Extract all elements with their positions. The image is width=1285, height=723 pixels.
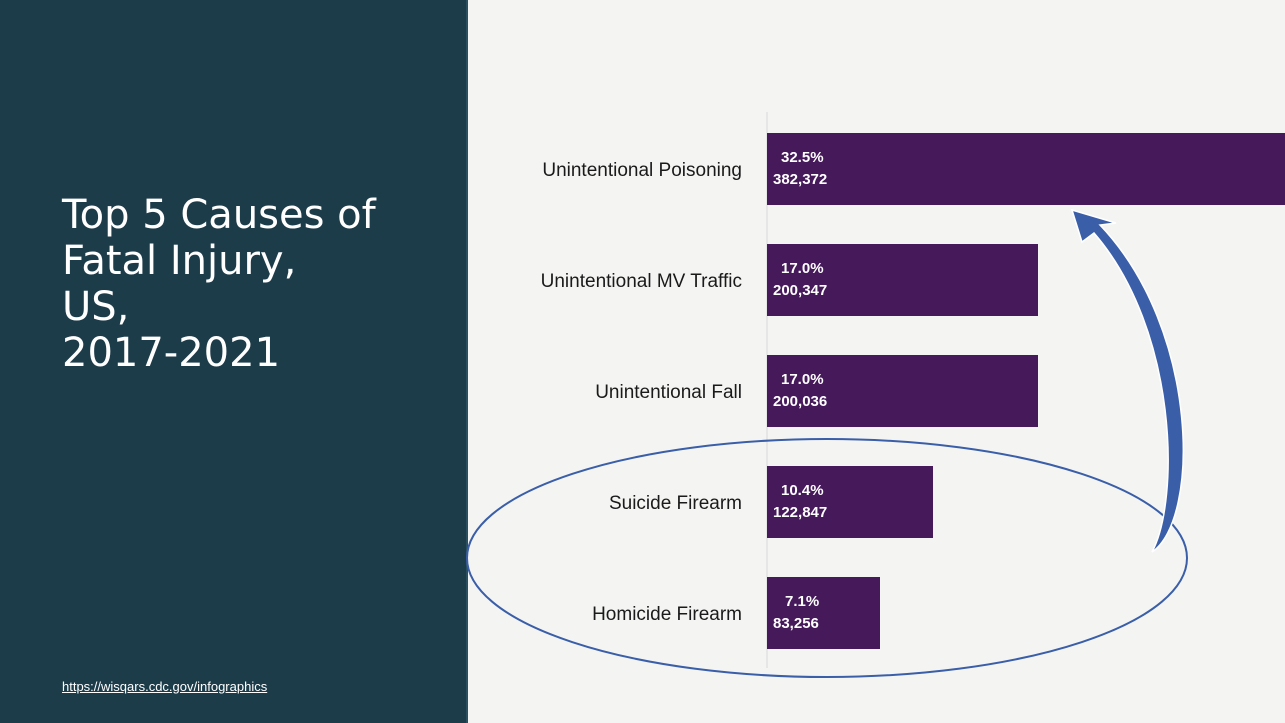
slide-title: Top 5 Causes of Fatal Injury, US, 2017-2… — [62, 192, 376, 376]
percent-label: 17.0% — [781, 260, 824, 277]
percent-label: 32.5% — [781, 149, 824, 166]
title-panel: Top 5 Causes of Fatal Injury, US, 2017-2… — [0, 0, 468, 723]
count-label: 122,847 — [773, 504, 827, 521]
bar-unintentional-poisoning — [767, 133, 1285, 205]
bar-homicide-firearm — [767, 577, 880, 649]
count-label: 83,256 — [773, 615, 819, 632]
category-label: Unintentional Fall — [595, 382, 742, 403]
category-label: Unintentional Poisoning — [542, 160, 742, 181]
bar-unintentional-mv-traffic — [767, 244, 1038, 316]
count-label: 200,347 — [773, 282, 827, 299]
count-label: 382,372 — [773, 171, 827, 188]
category-label: Homicide Firearm — [592, 604, 742, 625]
percent-label: 17.0% — [781, 371, 824, 388]
firearm-highlight-ellipse — [466, 438, 1188, 678]
count-label: 200,036 — [773, 393, 827, 410]
category-label: Suicide Firearm — [609, 493, 742, 514]
bar-unintentional-fall — [767, 355, 1038, 427]
percent-label: 10.4% — [781, 482, 824, 499]
bar-suicide-firearm — [767, 466, 933, 538]
labels-layer: Unintentional Poisoning 32.5% 382,372 Unint… — [541, 149, 828, 632]
percent-label: 7.1% — [785, 593, 819, 610]
category-label: Unintentional MV Traffic — [541, 271, 742, 292]
bars-layer — [767, 133, 1285, 649]
source-link[interactable]: https://wisqars.cdc.gov/infographics — [62, 679, 268, 694]
curved-arrow-icon — [1070, 208, 1184, 553]
